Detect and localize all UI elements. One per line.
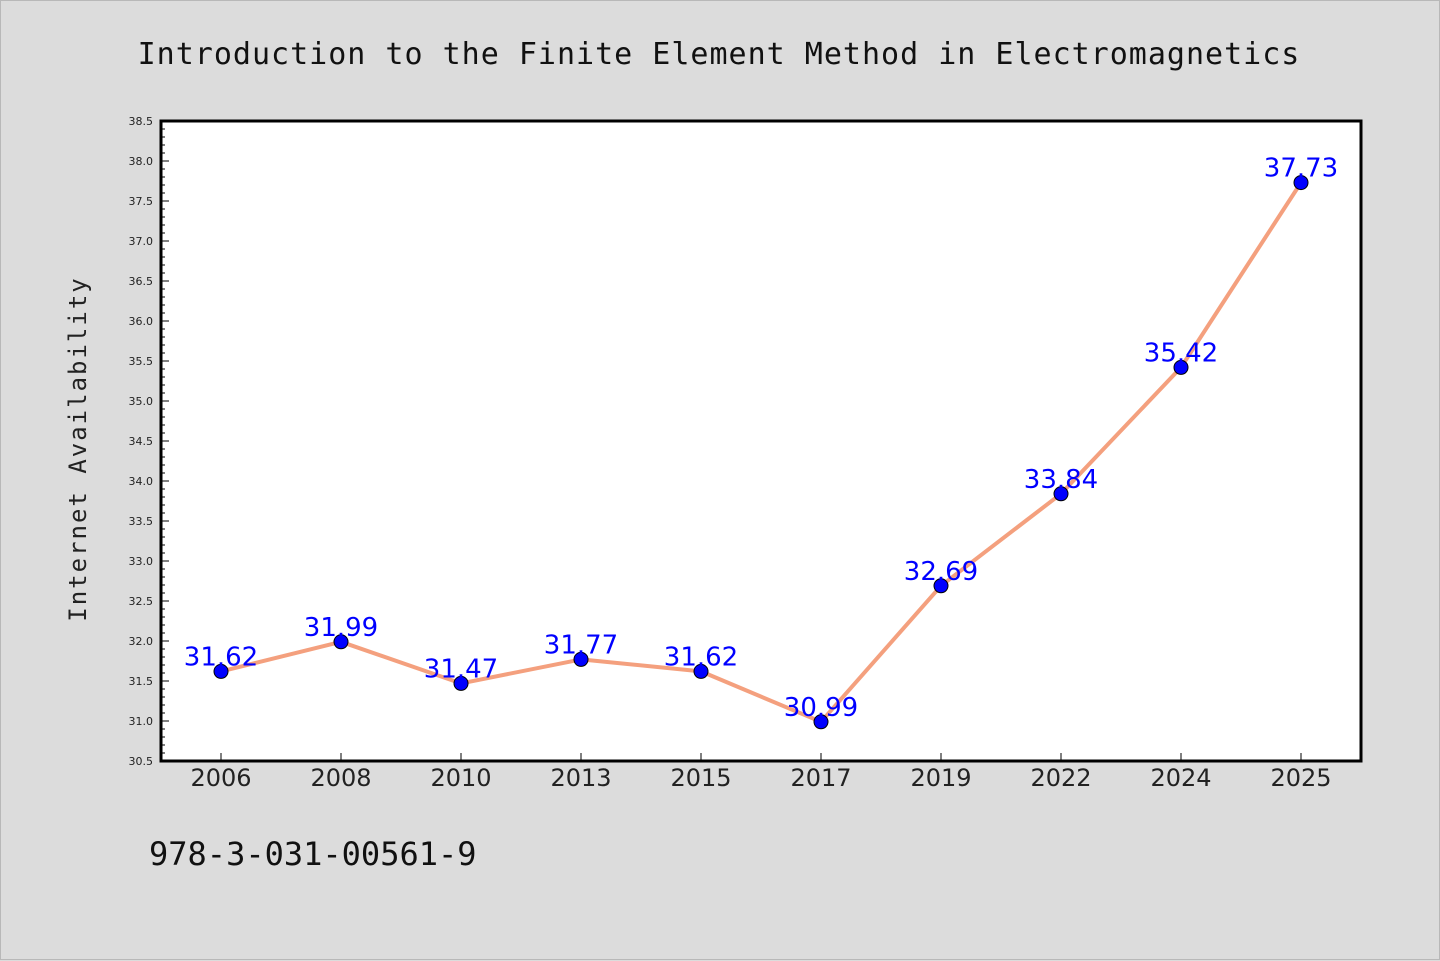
y-tick-label: 34.0	[129, 475, 154, 488]
y-tick-label: 33.0	[129, 555, 154, 568]
y-tick-label: 32.5	[129, 595, 154, 608]
data-label: 31.99	[304, 613, 378, 643]
y-tick-label: 31.5	[129, 675, 154, 688]
data-point	[693, 663, 709, 679]
data-label: 32.69	[904, 557, 978, 587]
data-point	[213, 663, 229, 679]
x-tick-label: 2006	[190, 764, 251, 792]
data-point	[573, 651, 589, 667]
plot-frame	[159, 119, 1363, 763]
x-axis: 2006 2008 2010 2013 2015 2017 2019 2022 2024 2025	[190, 753, 1332, 792]
data-label: 31.62	[184, 642, 258, 672]
x-tick-label: 2019	[910, 764, 971, 792]
x-tick-label: 2008	[310, 764, 371, 792]
data-point	[1173, 359, 1189, 375]
y-axis-label: Internet Availability	[64, 276, 92, 621]
y-tick-label: 37.0	[129, 235, 154, 248]
y-tick-label: 35.0	[129, 395, 154, 408]
y-tick-label: 38.0	[129, 155, 154, 168]
data-point	[1293, 175, 1309, 191]
isbn-footer: 978-3-031-00561-9	[149, 835, 477, 873]
y-tick-label: 30.5	[129, 755, 154, 768]
data-label: 31.47	[424, 654, 498, 684]
y-tick-label: 35.5	[129, 355, 154, 368]
data-label: 31.77	[544, 630, 618, 660]
chart-title: Introduction to the Finite Element Metho…	[138, 37, 1301, 72]
data-point	[333, 634, 349, 650]
data-label: 30.99	[784, 693, 858, 723]
x-tick-label: 2013	[550, 764, 611, 792]
x-tick-label: 2025	[1270, 764, 1331, 792]
x-tick-label: 2017	[790, 764, 851, 792]
y-tick-label: 34.5	[129, 435, 154, 448]
x-tick-label: 2022	[1030, 764, 1091, 792]
y-tick-label: 36.0	[129, 315, 154, 328]
y-tick-label: 36.5	[129, 275, 154, 288]
data-label: 37.73	[1264, 154, 1338, 184]
data-label: 31.62	[664, 642, 738, 672]
y-tick-label: 37.5	[129, 195, 154, 208]
x-tick-label: 2015	[670, 764, 731, 792]
data-point	[813, 714, 829, 730]
data-label: 35.42	[1144, 338, 1218, 368]
data-point	[453, 675, 469, 691]
x-tick-label: 2010	[430, 764, 491, 792]
y-tick-label: 31.0	[129, 715, 154, 728]
series-line	[219, 180, 1303, 724]
data-label: 33.84	[1024, 465, 1098, 495]
data-point	[1053, 486, 1069, 502]
data-point	[933, 578, 949, 594]
y-tick-label: 38.5	[129, 115, 154, 128]
data-series: 31.62 31.99 31.47 31.77 31.62 30.99 32.69 33.84…	[184, 154, 1338, 730]
y-tick-label: 33.5	[129, 515, 154, 528]
x-tick-label: 2024	[1150, 764, 1211, 792]
plot-area	[161, 121, 1361, 761]
y-tick-label: 32.0	[129, 635, 154, 648]
